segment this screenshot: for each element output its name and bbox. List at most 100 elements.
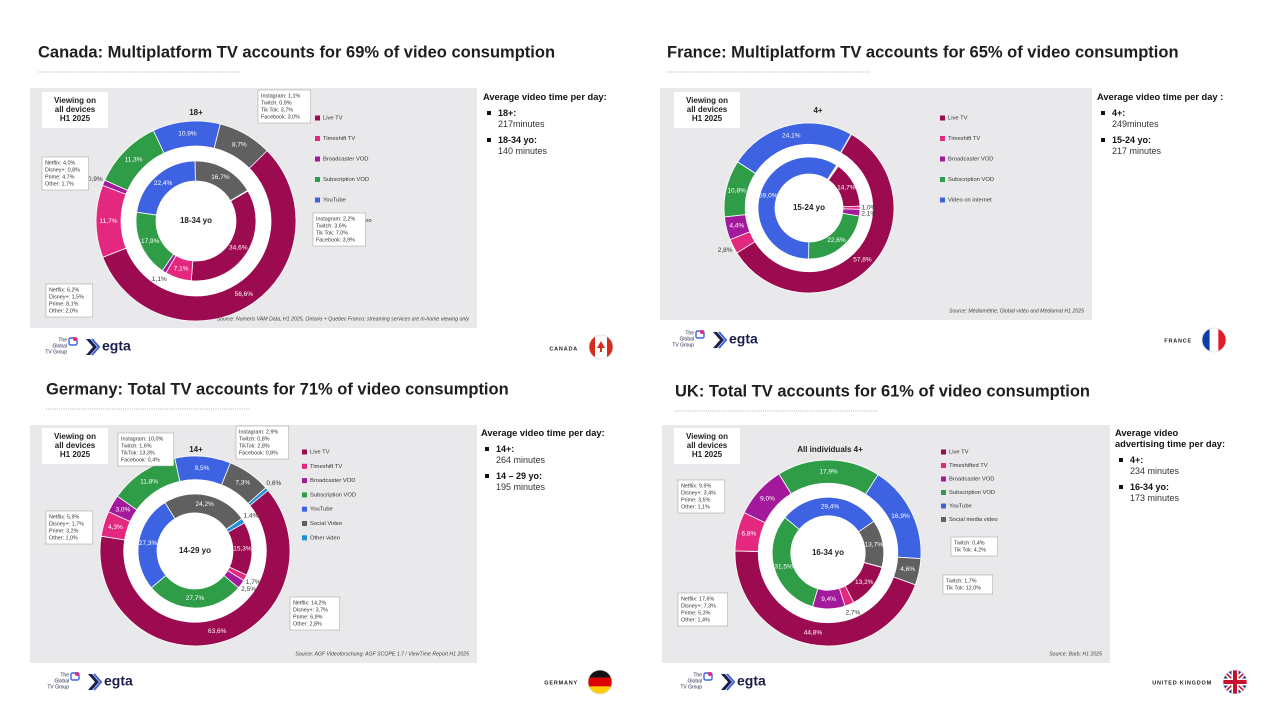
brand-name: egta (104, 673, 133, 689)
brand-icon (93, 673, 103, 691)
callout-line: Twitch: 0,8% (239, 436, 270, 442)
legend-label: YouTube (310, 507, 333, 513)
inner-ring-name: 15-24 yo (793, 203, 825, 212)
viewing-box-line: all devices (687, 441, 728, 450)
segment-label: 11,3% (125, 156, 143, 163)
brand-icon (721, 674, 732, 690)
source-note: Source: Médiamétrie; Global vidéo and Mé… (949, 308, 1084, 314)
viewing-box-line: all devices (687, 105, 728, 114)
flag-band (1218, 328, 1226, 352)
callout-line: Prime: 4,7% (45, 174, 75, 180)
group-logo-text: The (693, 672, 702, 678)
flag-rim (588, 334, 614, 360)
legend-swatch (941, 517, 946, 522)
segment-label: 22,4% (154, 180, 173, 187)
segment-label: 7,1% (174, 265, 189, 272)
group-logo-dot (73, 337, 77, 341)
donut-segment (858, 520, 885, 568)
callout-line: Instagram: 10,0% (121, 436, 163, 442)
summary-label: 4+: (1130, 455, 1144, 465)
summary-label: 4+: (1112, 108, 1126, 118)
segment-label: 2,1% (861, 210, 876, 217)
flag-band (1202, 328, 1210, 352)
summary: Average video time per day: 14+: 264 minut… (481, 428, 621, 498)
flag-cross (1223, 670, 1247, 694)
legend-swatch (940, 136, 945, 141)
callout-box (41, 156, 89, 191)
segment-label: 16,7% (211, 174, 230, 181)
callout-line: Prime: 3,5% (681, 497, 711, 503)
callout-line: Disney+: 7,3% (681, 603, 716, 609)
brand-icon (86, 339, 97, 355)
segment-label: 9,4% (821, 596, 836, 603)
summary-text: 249minutes (1112, 119, 1159, 129)
donut-segment (99, 489, 291, 647)
summary-text: 264 minutes (496, 455, 546, 465)
legend-label: Subscription VOD (310, 492, 356, 498)
bullet (1101, 111, 1105, 115)
inner-ring-name: 14-29 yo (179, 546, 211, 555)
donut-segment (213, 123, 268, 169)
viewing-box-line: Viewing on (54, 432, 96, 441)
callout-line: Other: 1,0% (49, 535, 78, 541)
bullet (1119, 458, 1123, 462)
flag-band (607, 335, 613, 359)
brand-icon (88, 674, 99, 690)
segment-label: 13,7% (865, 542, 884, 549)
callout-line: Twitch: 1,6% (121, 443, 152, 449)
viewing-box (42, 92, 108, 128)
legend-swatch (941, 490, 946, 495)
summary-item: 14+: (481, 444, 621, 455)
callout-line: Netflix: 14,2% (293, 600, 326, 606)
segment-label: 2,5% (241, 586, 256, 593)
summary: Average video time per day: 18+: 217minute… (483, 92, 623, 162)
donut-segment (736, 133, 895, 294)
summary-label: 15-24 yo: (1112, 135, 1152, 145)
group-logo-icon (695, 330, 705, 339)
segment-label: 4,3% (108, 524, 123, 531)
segment-label: 24,2% (195, 501, 214, 508)
group-logo-dot (708, 672, 712, 676)
summary-text: 234 minutes (1130, 466, 1180, 476)
viewing-box-line: H1 2025 (60, 114, 91, 123)
callout-line: Facebook: 3,9% (316, 237, 355, 243)
legend-label: Timeshifted TV (949, 463, 988, 469)
segment-label: 63,6% (208, 628, 227, 635)
callout-line: Twitch: 3,6% (316, 223, 347, 229)
callout-line: Other: 1,7% (45, 181, 74, 187)
legend-label: Broadcaster VOD (949, 477, 994, 483)
source-note: Source: Numeris VAM Data, H1 2025, Ontar… (217, 316, 470, 322)
donut-background (724, 123, 894, 293)
flag-rim (587, 669, 613, 695)
viewing-box (42, 428, 108, 464)
summary-item: 4+: (1097, 108, 1247, 119)
group-logo-text: TV Group (672, 342, 694, 348)
flag (1223, 670, 1247, 694)
segment-label: 9,5% (195, 465, 210, 472)
viewing-box-line: all devices (55, 441, 96, 450)
segment-label: 22,6% (827, 237, 846, 244)
country-name: GERMANY (544, 680, 578, 686)
callout-line: Prime: 6,9% (293, 614, 323, 620)
flag-band (589, 335, 595, 359)
legend-swatch (315, 156, 320, 162)
summary-item: 4+: (1115, 455, 1230, 466)
summary-label: 18+: (498, 108, 517, 118)
callout-line: Twitch: 0,9% (261, 100, 292, 106)
callout-line: Disney+: 1,5% (49, 294, 84, 300)
group-logo-text: TV Group (47, 684, 69, 690)
summary: Average video time per day : 4+: 249minute… (1097, 92, 1247, 162)
outer-ring-name: 18+ (189, 108, 203, 117)
legend-label: Timeshift TV (948, 136, 980, 142)
flag-band (588, 686, 612, 694)
segment-label: 31,5% (774, 563, 793, 570)
bullet (487, 111, 491, 115)
segment-label: 4,6% (900, 566, 915, 573)
country-name: FRANCE (1164, 338, 1192, 344)
callout-line: Disney+: 3,7% (293, 607, 328, 613)
summary-text: 217minutes (498, 119, 545, 129)
brand-icon (91, 338, 101, 356)
legend-swatch (940, 177, 945, 182)
source-note: Source: AGF Videoforschung; AGF SCOPE 1.… (295, 651, 469, 657)
callout-box (257, 89, 311, 124)
